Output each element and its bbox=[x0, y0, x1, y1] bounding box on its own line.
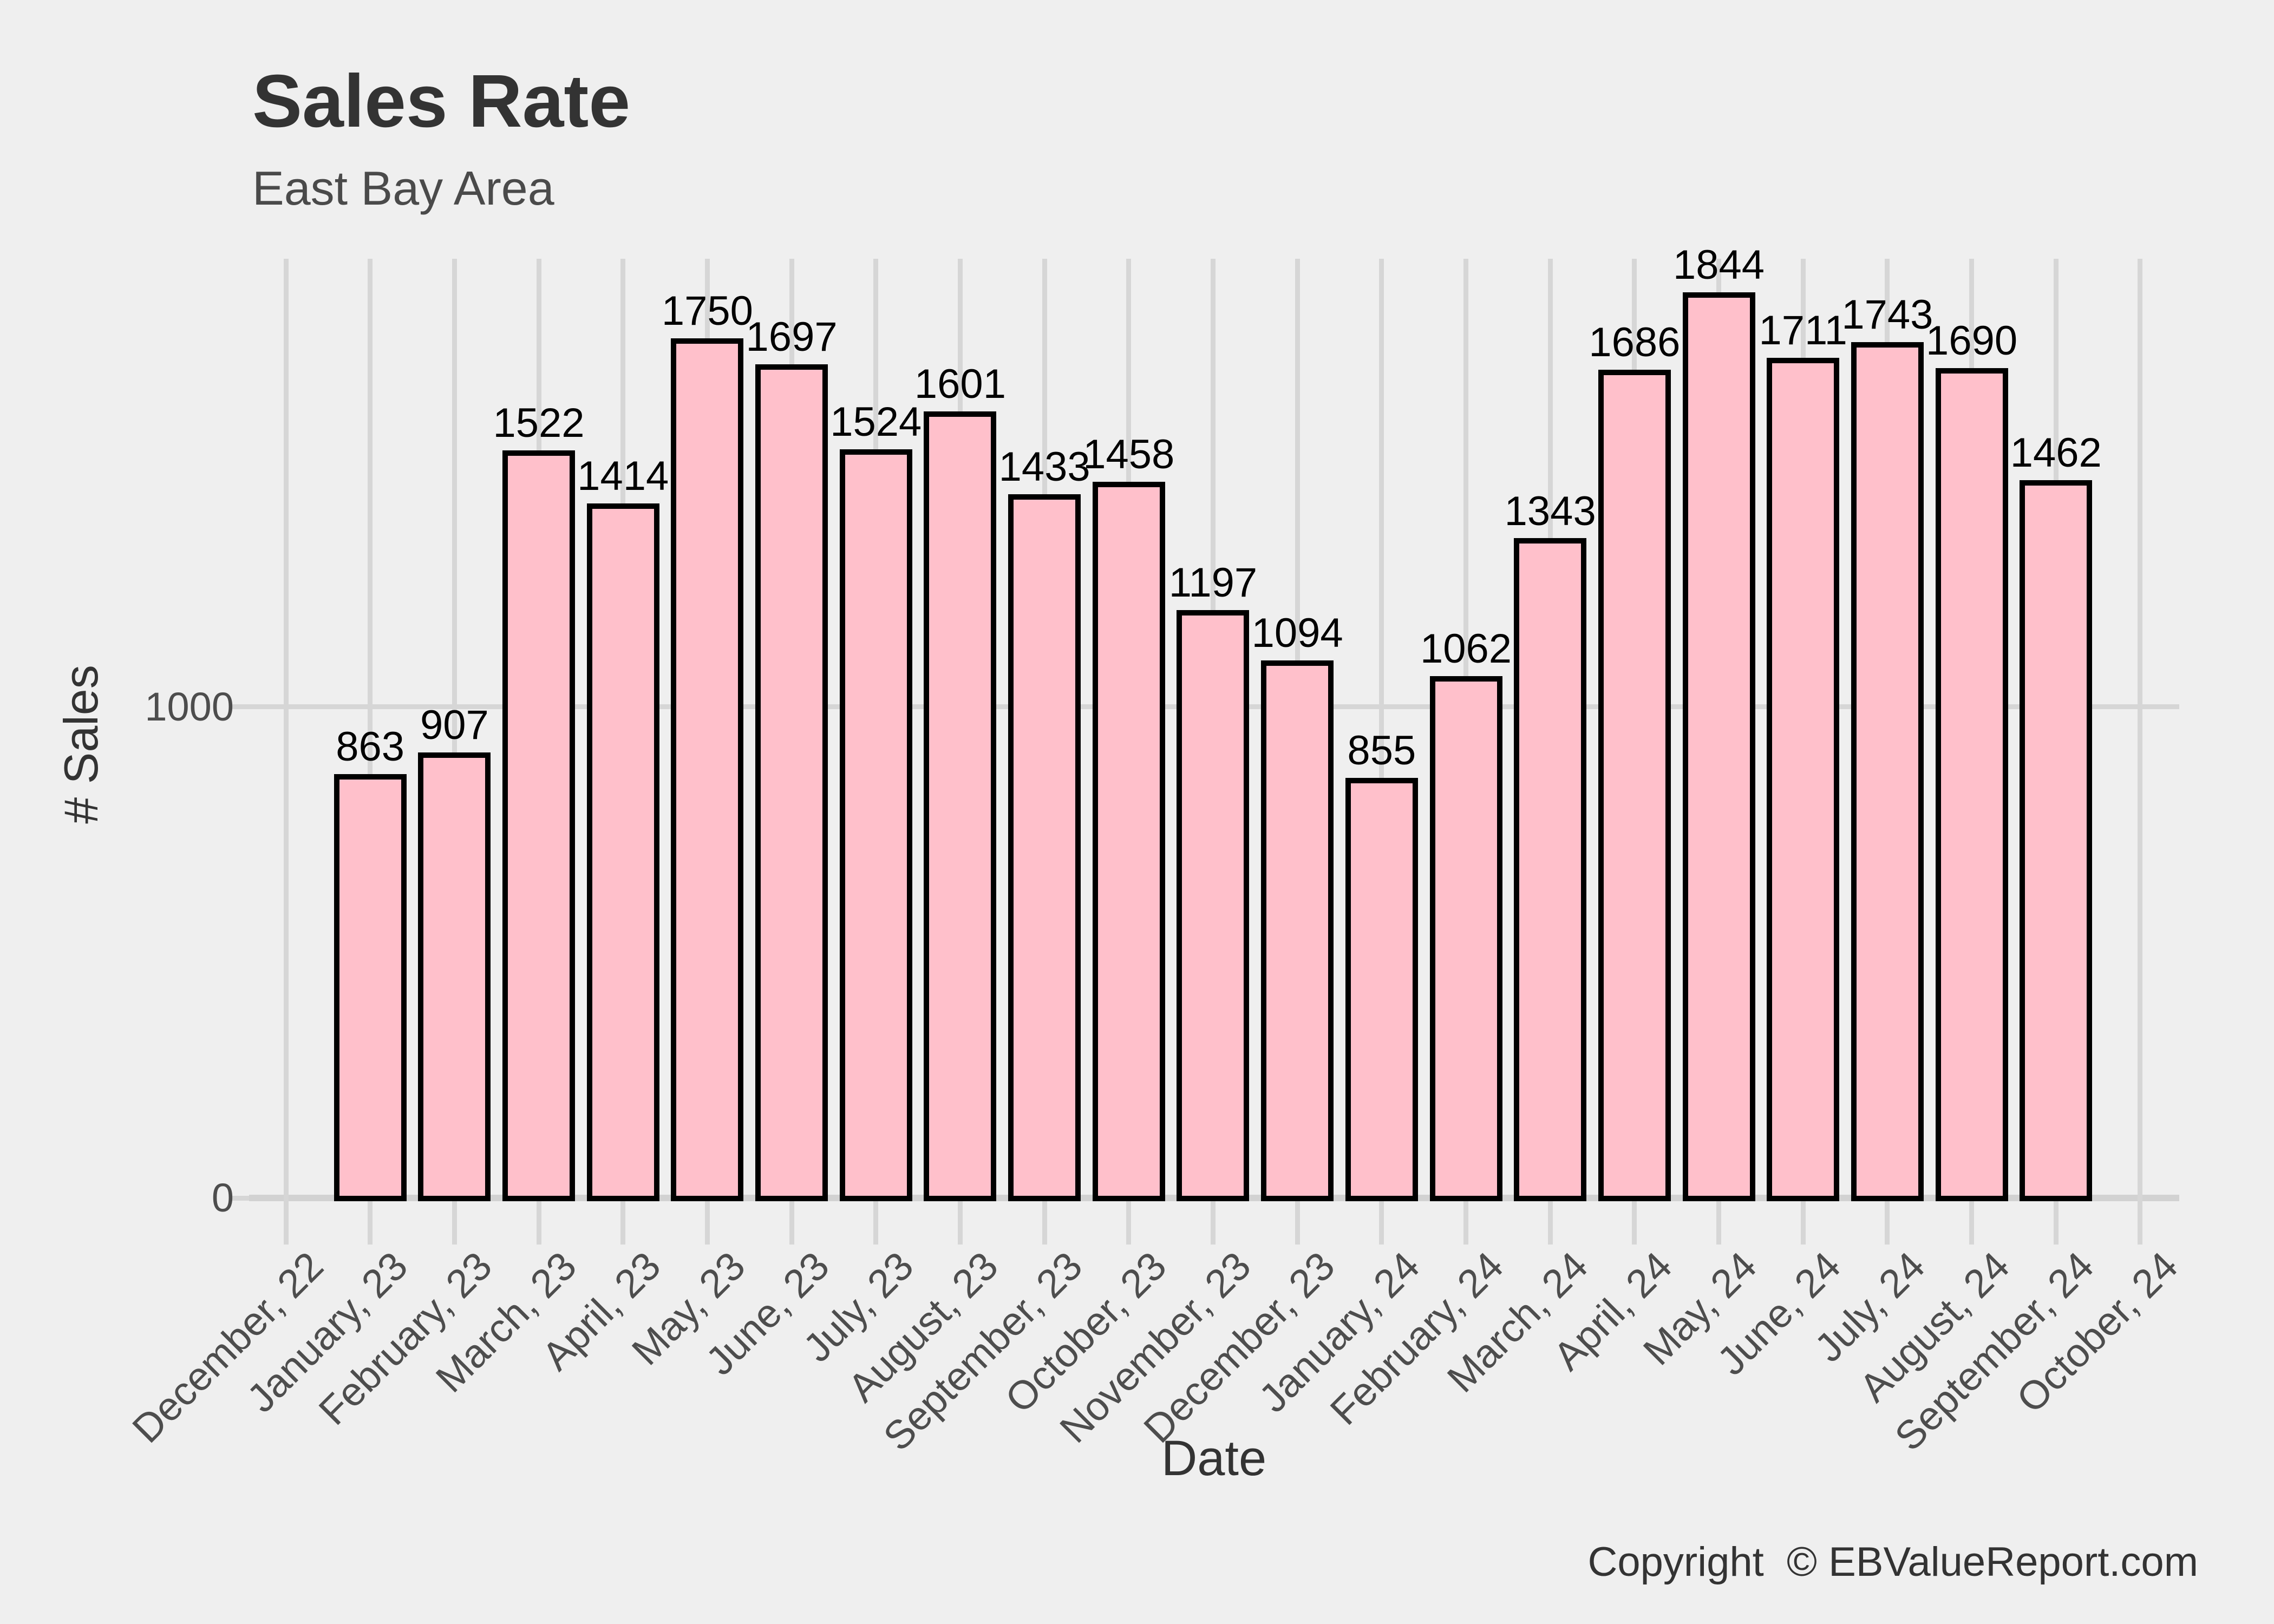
x-axis-tick bbox=[704, 1198, 710, 1245]
x-axis-tick bbox=[873, 1198, 879, 1245]
bar bbox=[1177, 610, 1250, 1201]
chart-title: Sales Rate bbox=[252, 60, 631, 143]
x-axis-tick bbox=[1716, 1198, 1722, 1245]
chart-subtitle: East Bay Area bbox=[252, 161, 554, 215]
x-axis-tick bbox=[957, 1198, 963, 1245]
gridline-x bbox=[2138, 259, 2143, 1198]
bar-value-label: 1062 bbox=[1420, 626, 1512, 672]
x-axis-tick bbox=[1800, 1198, 1806, 1245]
bar-value-label: 1690 bbox=[1926, 317, 2018, 364]
bar bbox=[1682, 292, 1755, 1201]
x-axis-tick bbox=[1463, 1198, 1469, 1245]
bar-value-label: 1601 bbox=[914, 361, 1006, 408]
x-axis-title: Date bbox=[1161, 1431, 1267, 1486]
gridline-x bbox=[283, 259, 289, 1198]
bar-value-label: 1197 bbox=[1168, 559, 1258, 606]
bar-value-label: 1343 bbox=[1504, 488, 1596, 534]
y-tick-label: 1000 bbox=[145, 684, 234, 729]
bar bbox=[586, 503, 659, 1201]
y-tick-label: 0 bbox=[211, 1175, 234, 1220]
x-axis-tick bbox=[2053, 1198, 2059, 1245]
bar bbox=[1261, 660, 1334, 1201]
bar bbox=[1345, 778, 1418, 1201]
bar bbox=[2020, 480, 2093, 1201]
bar-value-label: 1433 bbox=[998, 443, 1090, 490]
bar bbox=[1851, 342, 1924, 1201]
x-axis-tick bbox=[1042, 1198, 1047, 1245]
bar bbox=[418, 752, 491, 1201]
x-axis-tick bbox=[1126, 1198, 1132, 1245]
bar-value-label: 1844 bbox=[1673, 241, 1765, 288]
x-axis-tick bbox=[368, 1198, 373, 1245]
bar-value-label: 855 bbox=[1347, 728, 1416, 774]
bar bbox=[671, 338, 744, 1201]
bar-value-label: 907 bbox=[420, 702, 489, 749]
x-axis-tick bbox=[1885, 1198, 1890, 1245]
bar bbox=[1092, 482, 1165, 1201]
bar-value-label: 1458 bbox=[1083, 431, 1175, 478]
bar-value-label: 1750 bbox=[661, 288, 753, 335]
x-axis-tick bbox=[1379, 1198, 1384, 1245]
bar bbox=[1935, 368, 2008, 1201]
bar-value-label: 1743 bbox=[1841, 291, 1933, 338]
bar-value-label: 1524 bbox=[830, 399, 922, 446]
bar bbox=[755, 364, 828, 1201]
bar-value-label: 1711 bbox=[1759, 307, 1847, 353]
bar bbox=[1767, 357, 1840, 1201]
x-axis-tick bbox=[620, 1198, 626, 1245]
y-axis-title: # Sales bbox=[54, 665, 108, 824]
bar bbox=[334, 774, 407, 1201]
bar-value-label: 1522 bbox=[493, 400, 585, 447]
x-axis-tick bbox=[1210, 1198, 1216, 1245]
bar-value-label: 1462 bbox=[2010, 429, 2102, 476]
bar-value-label: 863 bbox=[336, 724, 405, 770]
x-axis-tick bbox=[1547, 1198, 1553, 1245]
x-axis-tick bbox=[2138, 1198, 2143, 1245]
bar-value-label: 1686 bbox=[1589, 319, 1681, 366]
bar-value-label: 1414 bbox=[577, 453, 669, 500]
bar bbox=[924, 411, 997, 1201]
bar bbox=[1429, 676, 1502, 1201]
x-axis-tick bbox=[1969, 1198, 1975, 1245]
x-axis-tick bbox=[789, 1198, 794, 1245]
y-axis-tick bbox=[231, 704, 249, 710]
gridline-x bbox=[452, 259, 457, 1198]
bar bbox=[839, 449, 912, 1201]
x-axis-tick bbox=[283, 1198, 289, 1245]
bar bbox=[502, 450, 576, 1201]
copyright-text: Copyright © EBValueReport.com bbox=[1587, 1539, 2198, 1585]
x-axis-tick bbox=[1632, 1198, 1637, 1245]
x-axis-tick bbox=[1295, 1198, 1300, 1245]
bar-value-label: 1697 bbox=[746, 314, 838, 361]
x-axis-tick bbox=[452, 1198, 457, 1245]
bar bbox=[1008, 494, 1081, 1201]
bar bbox=[1514, 538, 1587, 1201]
gridline-x bbox=[368, 259, 373, 1198]
bar-value-label: 1094 bbox=[1251, 610, 1343, 657]
bar bbox=[1598, 370, 1671, 1201]
x-axis-tick bbox=[536, 1198, 541, 1245]
gridline-x bbox=[1379, 259, 1384, 1198]
y-axis-tick bbox=[231, 1195, 249, 1201]
